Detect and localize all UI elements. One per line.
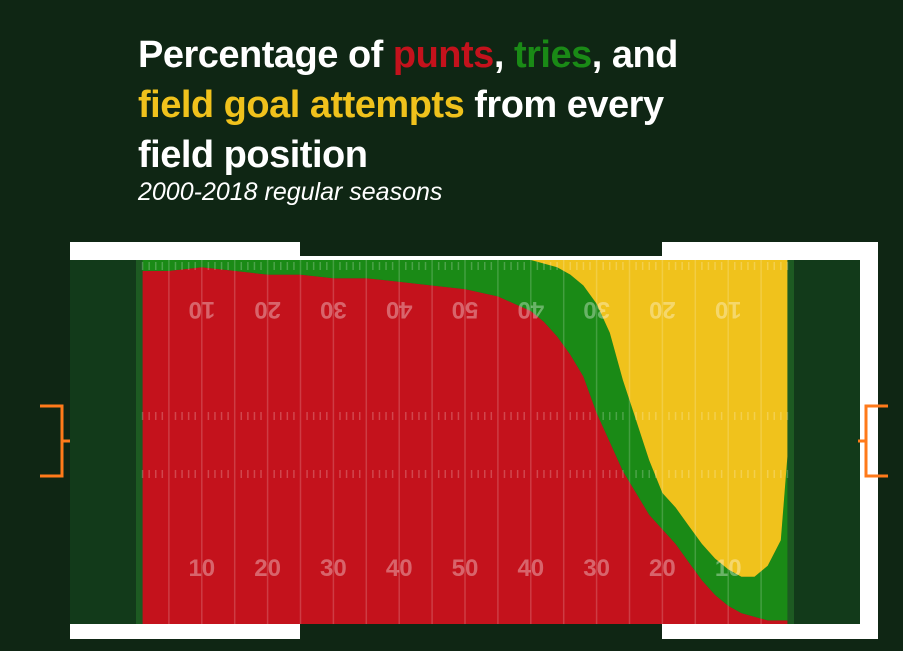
chart-title: Percentage of punts, tries, and field go…	[138, 30, 838, 180]
yard-labels: 10 20 30 40 50 40 30 20 10 10 20 30 40 50 40 30 20 10	[188, 296, 741, 582]
yard-label-bottom: 40	[386, 555, 413, 582]
yard-label-bottom: 10	[188, 555, 215, 582]
chart-subtitle: 2000-2018 regular seasons	[138, 178, 443, 206]
yard-label-bottom: 30	[583, 555, 610, 582]
yard-label-top: 20	[254, 296, 281, 323]
yard-lines	[141, 260, 789, 624]
yard-label-bottom: 20	[649, 555, 676, 582]
area-field-goal-attempts	[142, 260, 788, 577]
yard-label-top: 30	[583, 296, 610, 323]
title-field-goal-attempts: field goal attempts	[138, 84, 465, 126]
title-text-1: Percentage of	[138, 34, 393, 76]
yard-label-bottom: 20	[254, 555, 281, 582]
area-tries	[142, 260, 788, 621]
yard-label-top: 10	[715, 296, 742, 323]
title-text-2: from every	[464, 84, 664, 126]
title-punts: punts	[392, 34, 494, 76]
left-endzone	[70, 260, 136, 624]
yard-label-top: 40	[517, 296, 544, 323]
yard-label-top: 40	[386, 296, 413, 323]
yard-label-top: 50	[452, 296, 479, 323]
title-sep-2: , and	[591, 34, 679, 76]
stacked-areas	[142, 260, 788, 624]
yard-label-bottom: 10	[715, 555, 742, 582]
yard-label-bottom: 30	[320, 555, 347, 582]
yard-label-top: 30	[320, 296, 347, 323]
title-tries: tries	[513, 34, 592, 76]
right-endzone	[794, 260, 860, 624]
area-punts	[142, 267, 788, 624]
left-goalpost-icon	[40, 404, 70, 478]
yard-label-top: 10	[188, 296, 215, 323]
right-goalpost-icon	[858, 404, 888, 478]
title-sep-1: ,	[493, 34, 514, 76]
yard-label-bottom: 40	[517, 555, 544, 582]
yard-label-bottom: 50	[452, 555, 479, 582]
yard-label-top: 20	[649, 296, 676, 323]
title-text-3: field position	[138, 134, 368, 176]
